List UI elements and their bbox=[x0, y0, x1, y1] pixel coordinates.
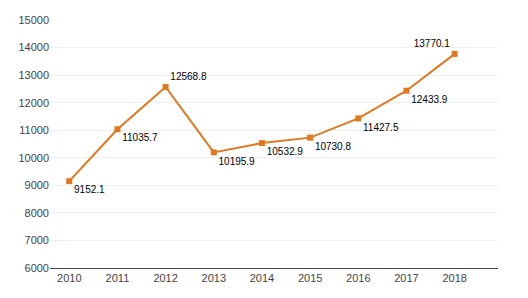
svg-text:8000: 8000 bbox=[25, 207, 49, 219]
svg-text:15000: 15000 bbox=[18, 14, 49, 26]
svg-text:9152.1: 9152.1 bbox=[74, 184, 105, 195]
svg-text:2014: 2014 bbox=[250, 272, 274, 284]
svg-text:10532.9: 10532.9 bbox=[267, 146, 304, 157]
svg-text:2017: 2017 bbox=[394, 272, 418, 284]
svg-text:11000: 11000 bbox=[19, 124, 49, 136]
svg-text:12433.9: 12433.9 bbox=[411, 94, 448, 105]
svg-text:11035.7: 11035.7 bbox=[122, 132, 158, 143]
svg-text:6000: 6000 bbox=[25, 262, 49, 274]
svg-text:2012: 2012 bbox=[153, 272, 177, 284]
svg-text:13770.1: 13770.1 bbox=[414, 38, 451, 49]
svg-text:12000: 12000 bbox=[18, 97, 49, 109]
svg-text:14000: 14000 bbox=[18, 41, 49, 53]
svg-text:2015: 2015 bbox=[298, 272, 322, 284]
svg-text:2011: 2011 bbox=[106, 272, 130, 284]
svg-text:10730.8: 10730.8 bbox=[315, 141, 352, 152]
svg-text:9000: 9000 bbox=[25, 179, 49, 191]
svg-text:10195.9: 10195.9 bbox=[219, 156, 256, 167]
svg-text:7000: 7000 bbox=[25, 234, 49, 246]
svg-text:2010: 2010 bbox=[57, 272, 81, 284]
svg-text:2018: 2018 bbox=[442, 272, 466, 284]
svg-text:2013: 2013 bbox=[202, 272, 226, 284]
svg-text:10000: 10000 bbox=[18, 152, 49, 164]
svg-text:12568.8: 12568.8 bbox=[170, 71, 207, 82]
svg-text:11427.5: 11427.5 bbox=[363, 122, 399, 133]
svg-text:2016: 2016 bbox=[346, 272, 370, 284]
svg-text:13000: 13000 bbox=[18, 69, 49, 81]
